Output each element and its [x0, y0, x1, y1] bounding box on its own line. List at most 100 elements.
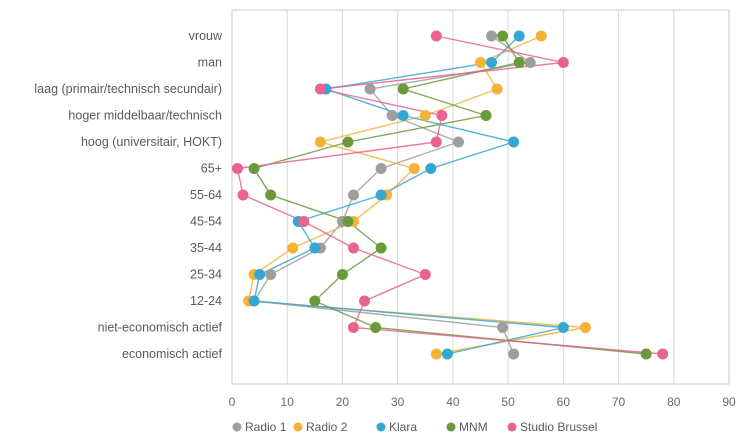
x-tick-label: 50 [501, 395, 515, 409]
data-point [430, 136, 442, 148]
legend-item: Radio 2 [293, 420, 348, 434]
data-point [287, 242, 299, 254]
data-point [430, 348, 442, 360]
data-point [232, 163, 244, 174]
data-point [524, 57, 536, 68]
data-point [452, 136, 464, 148]
category-label: 35-44 [190, 241, 222, 255]
x-tick-label: 20 [336, 395, 350, 409]
legend-label: Radio 1 [245, 420, 287, 434]
data-point [497, 322, 509, 333]
category-label: hoger middelbaar/technisch [68, 109, 222, 123]
category-label: niet-economisch actief [98, 321, 223, 335]
data-point [557, 57, 569, 68]
data-point [298, 216, 310, 227]
legend-marker [507, 422, 517, 432]
data-point [347, 242, 359, 254]
legend: Radio 1 Radio 2 Klara MNM Studio Brussel [232, 420, 597, 434]
data-point [508, 136, 520, 148]
data-point [475, 57, 486, 68]
data-point [486, 57, 498, 68]
data-point [265, 189, 277, 201]
legend-marker [232, 422, 242, 432]
series-points [232, 30, 669, 360]
data-point [314, 83, 326, 95]
data-point [314, 136, 326, 148]
data-point [579, 322, 591, 333]
x-tick-label: 10 [281, 395, 295, 409]
data-point [557, 322, 569, 333]
grid-lines [286, 10, 675, 384]
data-point [408, 163, 420, 174]
series-line [252, 35, 533, 355]
category-label: vrouw [189, 29, 223, 43]
legend-label: MNM [459, 420, 488, 434]
legend-item: MNM [446, 420, 488, 434]
data-point [375, 163, 387, 174]
data-point [254, 269, 266, 280]
data-point [480, 110, 492, 121]
x-axis-ticks: 0 10 20 30 40 50 60 70 80 90 [229, 395, 736, 409]
x-tick-label: 40 [446, 395, 460, 409]
legend-item: Radio 1 [232, 420, 287, 434]
legend-marker [446, 422, 456, 432]
category-labels: vrouw man laag (primair/technisch secundai… [34, 29, 223, 361]
x-tick-label: 80 [667, 395, 681, 409]
data-point [397, 110, 409, 121]
category-label: 55-64 [190, 188, 222, 202]
category-label: 12-24 [190, 294, 222, 308]
data-point [248, 163, 260, 174]
legend-marker [293, 422, 303, 432]
data-point [359, 295, 371, 307]
series-lines [236, 35, 663, 355]
legend-label: Radio 2 [306, 420, 348, 434]
plot-frame [231, 9, 730, 385]
data-point [497, 30, 509, 42]
x-tick-label: 90 [722, 395, 736, 409]
data-point [397, 83, 409, 95]
data-point [430, 30, 442, 42]
category-label: man [198, 56, 222, 70]
data-point [347, 322, 359, 333]
data-point [375, 189, 387, 201]
data-point [441, 348, 453, 360]
data-point [342, 136, 354, 148]
category-label: 25-34 [190, 268, 222, 282]
data-point [248, 295, 260, 307]
data-point [491, 83, 503, 95]
x-tick-label: 60 [557, 395, 571, 409]
data-point [237, 189, 249, 201]
data-point [347, 189, 359, 201]
legend-item: Studio Brussel [507, 420, 597, 434]
legend-label: Klara [389, 420, 417, 434]
data-point [342, 216, 354, 227]
category-label: 65+ [201, 162, 222, 176]
data-point [436, 110, 448, 121]
data-point [309, 295, 321, 307]
legend-marker [376, 422, 386, 432]
category-label: hoog (universitair, HOKT) [81, 135, 222, 149]
legend-label: Studio Brussel [520, 420, 597, 434]
x-tick-label: 0 [229, 395, 236, 409]
data-point [309, 242, 321, 254]
data-point [425, 163, 437, 174]
data-point [375, 242, 387, 254]
data-point [513, 57, 525, 68]
category-label: laag (primair/technisch secundair) [34, 82, 222, 96]
data-point [657, 348, 669, 360]
data-point [419, 269, 431, 280]
data-point [370, 322, 382, 333]
data-point [419, 110, 431, 121]
data-point [386, 110, 398, 121]
data-point [640, 348, 652, 360]
legend-item: Klara [376, 420, 417, 434]
data-point [336, 269, 348, 280]
data-point [486, 30, 498, 42]
data-point [265, 269, 277, 280]
x-tick-label: 70 [612, 395, 626, 409]
data-point [535, 30, 547, 42]
x-tick-label: 30 [391, 395, 405, 409]
data-point [513, 30, 525, 42]
data-point [364, 83, 376, 95]
